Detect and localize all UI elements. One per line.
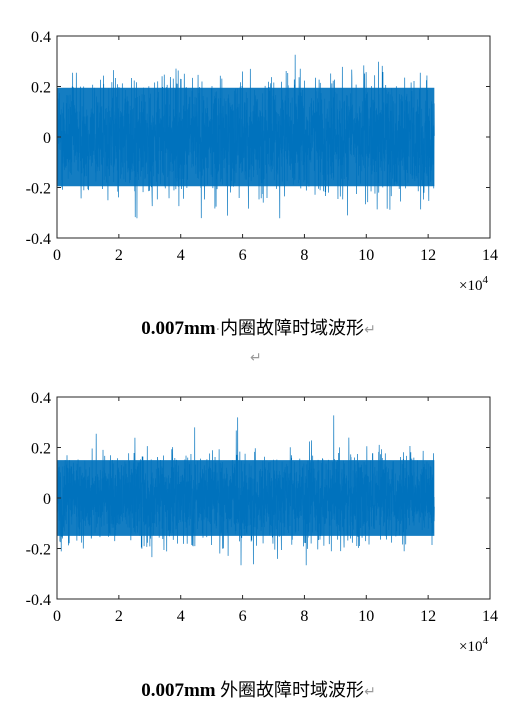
x-tick-label: 12 [420, 608, 436, 625]
y-tick-label: -0.2 [26, 181, 51, 198]
caption-2-paragraph-mark: ↵ [364, 684, 376, 700]
y-tick-label: 0 [43, 491, 51, 508]
y-tick-label: 0 [43, 130, 51, 147]
inner-race-fault-waveform-chart: 0 2 4 6 8 10 12 14 -0.4 -0.2 0 0.2 0.4 ×104 [0, 0, 517, 305]
x-tick-label: 6 [239, 608, 247, 625]
blank-paragraph-mark: ↵ [250, 350, 262, 366]
chart-2-svg: 0 2 4 6 8 10 12 14 -0.4 -0.2 0 0.2 0.4 ×104 [26, 390, 498, 655]
x-tick-label: 0 [53, 608, 61, 625]
x-tick-label: 14 [482, 247, 498, 264]
caption-outer-race: 0.007mm 外圈故障时域波形↵ [0, 676, 517, 702]
y-tick-label: -0.2 [26, 542, 51, 559]
caption-1-size: 0.007mm [141, 318, 216, 339]
caption-inner-race: 0.007mm·内圈故障时域波形↵ [0, 314, 517, 340]
x-tick-label: 10 [358, 608, 374, 625]
outer-race-fault-waveform-chart: 0 2 4 6 8 10 12 14 -0.4 -0.2 0 0.2 0.4 ×104 [0, 361, 517, 666]
x-tick-label: 2 [115, 247, 123, 264]
y-tick-label: 0.4 [31, 29, 51, 46]
series-dense-band [57, 460, 435, 536]
caption-2-size: 0.007mm [141, 680, 216, 701]
x-tick-label: 2 [115, 608, 123, 625]
caption-1-text: 内圈故障时域波形 [220, 318, 365, 339]
caption-2-text: 外圈故障时域波形 [220, 680, 365, 701]
x-tick-label: 8 [300, 247, 308, 264]
x-tick-label: 6 [239, 247, 247, 264]
x-tick-label: 0 [53, 247, 61, 264]
x-tick-label: 8 [300, 608, 308, 625]
chart-1-svg: 0 2 4 6 8 10 12 14 -0.4 -0.2 0 0.2 0.4 ×104 [26, 29, 498, 294]
caption-1-paragraph-mark: ↵ [364, 322, 376, 338]
y-tick-label: -0.4 [26, 231, 51, 248]
y-tick-label: 0.4 [31, 390, 51, 407]
x-exponent-label: ×104 [459, 635, 488, 655]
caption-1-separator: · [215, 322, 221, 338]
x-tick-label: 4 [177, 247, 185, 264]
x-exponent-label: ×104 [459, 274, 488, 294]
x-tick-label: 12 [420, 247, 436, 264]
x-tick-label: 4 [177, 608, 185, 625]
x-tick-label: 14 [482, 608, 498, 625]
x-tick-label: 10 [358, 247, 374, 264]
y-tick-label: -0.4 [26, 592, 51, 609]
y-tick-label: 0.2 [31, 441, 51, 458]
y-tick-label: 0.2 [31, 80, 51, 97]
series-dense-band [57, 87, 435, 187]
